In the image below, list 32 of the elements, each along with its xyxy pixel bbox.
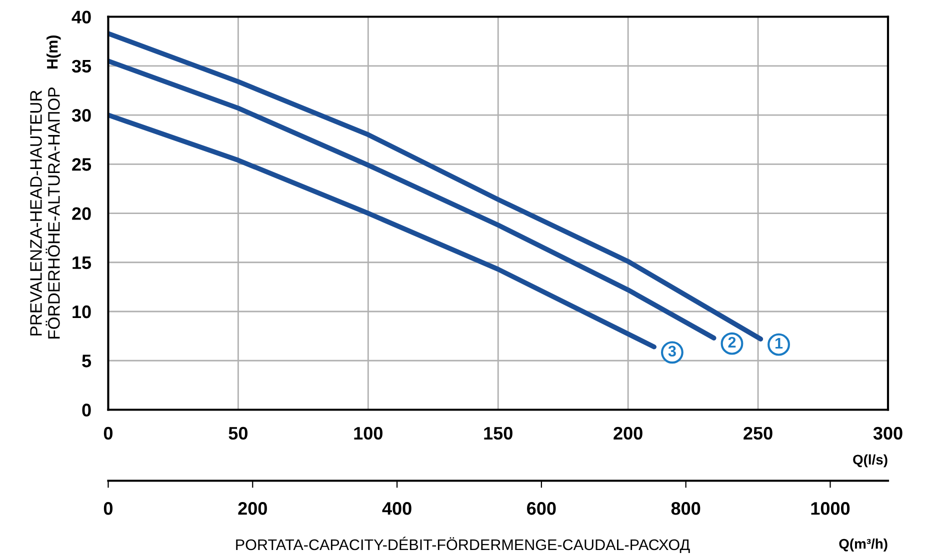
x-tick-label: 100 (354, 426, 382, 440)
line-series (108, 112, 656, 350)
text: PORTATA-CAPACITY-DÉBIT-FÖRDERMENGE-CAUDAL-РАСХОД (236, 536, 690, 554)
x-tick-label: 300 (873, 426, 902, 440)
x2-tick-label: 200 (238, 502, 267, 515)
y-tick-label: 20 (72, 207, 91, 220)
line-series (108, 58, 716, 340)
x2-tick-label: 800 (671, 502, 700, 515)
x2-tick-label: 1000 (811, 502, 850, 515)
y-tick-label: 15 (72, 256, 92, 270)
y-tick-label: 25 (72, 158, 92, 171)
y-tick-label: 10 (72, 305, 91, 318)
series-label: 1 (775, 338, 783, 349)
x-tick-label: 50 (228, 426, 248, 440)
x-tick-label: 0 (104, 426, 113, 440)
y-axis-title: PREVALENZA-HEAD-HAUTEUR FÖRDERHÖHE-ALTURA-НАПОР (30, 88, 60, 338)
x2-tick-label: 0 (104, 502, 113, 515)
x-tick-label: 200 (614, 426, 642, 440)
y-tick-label: 5 (82, 354, 92, 368)
y-tick-label: 30 (72, 108, 91, 122)
x-tick-label: 250 (744, 426, 772, 440)
series-label: 2 (728, 336, 736, 348)
y-tick-label: 35 (72, 60, 92, 73)
x2-axis-title: Q(m³/h) (839, 538, 888, 552)
x2-tick-label: 600 (527, 502, 556, 515)
y-tick-label: 0 (82, 404, 91, 416)
x-tick-label: 150 (484, 426, 512, 440)
text: H(m) (46, 36, 61, 69)
y-tick-label: 40 (72, 10, 91, 24)
series-label: 3 (668, 346, 676, 357)
x2-tick-label: 400 (382, 502, 412, 515)
x-axis-title: Q(l/s) (853, 454, 888, 468)
